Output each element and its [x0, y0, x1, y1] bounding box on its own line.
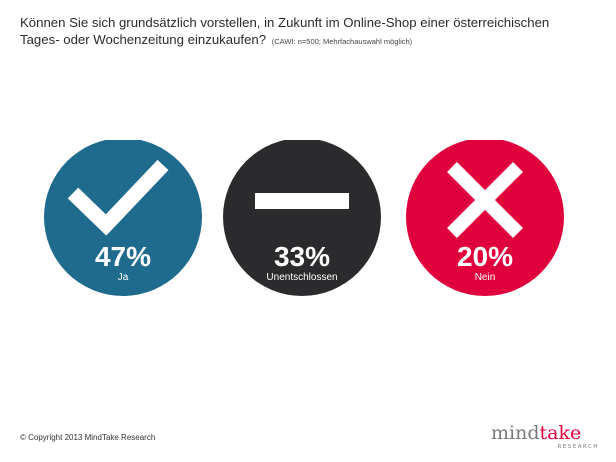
question-line-2-text: Tages- oder Wochenzeitung einzukaufen?	[20, 32, 267, 47]
chart-area: 47% Ja 33% Unentschlossen 20% Nein	[0, 140, 616, 310]
result-label-unentschlossen: Unentschlossen	[266, 272, 337, 283]
question-line-1: Können Sie sich grundsätzlich vorstellen…	[20, 15, 550, 30]
mindtake-logo: mindtake RESEARCH	[491, 421, 601, 451]
cross-icon-stroke	[447, 162, 523, 238]
minus-icon	[255, 193, 349, 209]
copyright-text: © Copyright 2013 MindTake Research	[20, 433, 156, 442]
question-line-2: Tages- oder Wochenzeitung einzukaufen? (…	[20, 31, 600, 50]
check-icon	[67, 159, 169, 236]
result-label-ja: Ja	[118, 272, 129, 283]
result-value-ja: 47%	[95, 241, 151, 272]
logo-wordmark: mindtake	[491, 422, 581, 444]
result-nein: 20%Nein	[406, 140, 564, 296]
mindtake-logo-svg: mindtake RESEARCH	[491, 422, 599, 450]
cross-icon	[447, 162, 523, 238]
sample-note: (CAWI: n=500; Mehrfachauswahl möglich)	[271, 37, 413, 46]
logo-take-text: take	[540, 422, 582, 444]
result-circle-nein	[406, 140, 564, 296]
chart-title: Können Sie sich grundsätzlich vorstellen…	[20, 14, 600, 50]
result-label-nein: Nein	[475, 272, 496, 283]
logo-mind-text: mind	[491, 422, 540, 444]
result-unentschlossen: 33%Unentschlossen	[223, 140, 381, 296]
result-value-nein: 20%	[457, 241, 513, 272]
result-circle-unentschlossen	[223, 140, 381, 296]
logo-research-text: RESEARCH	[557, 444, 599, 450]
result-ja: 47%Ja	[44, 140, 202, 296]
result-value-unentschlossen: 33%	[274, 241, 330, 272]
